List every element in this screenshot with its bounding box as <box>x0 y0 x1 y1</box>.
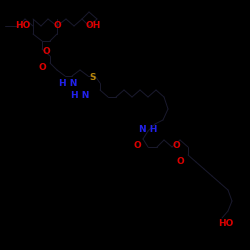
Text: OH: OH <box>85 22 101 30</box>
Text: S: S <box>90 74 96 82</box>
Text: HO: HO <box>15 22 31 30</box>
Text: O: O <box>172 140 180 149</box>
Text: H N: H N <box>59 78 77 88</box>
Text: H N: H N <box>71 92 89 100</box>
Text: O: O <box>53 22 61 30</box>
Text: O: O <box>38 64 46 72</box>
Text: O: O <box>133 140 141 149</box>
Text: HO: HO <box>218 220 234 228</box>
Text: O: O <box>42 48 50 56</box>
Text: O: O <box>176 156 184 166</box>
Text: N H: N H <box>139 124 157 134</box>
